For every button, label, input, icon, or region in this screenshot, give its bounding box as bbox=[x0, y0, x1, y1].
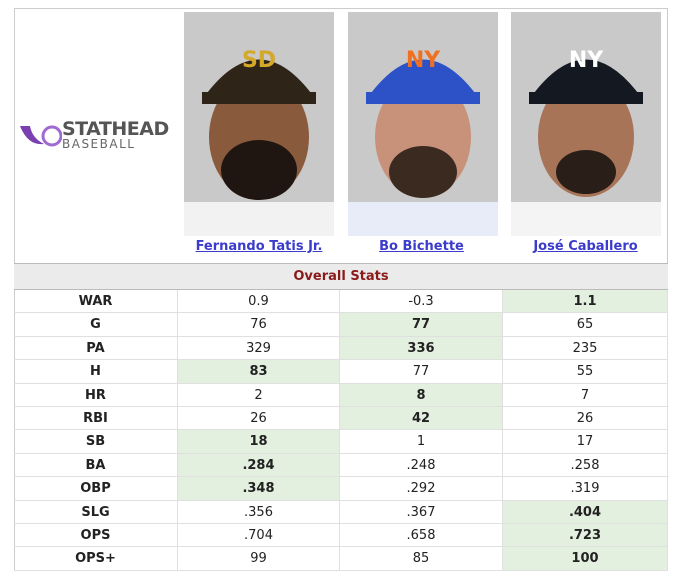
stat-value: 1.1 bbox=[503, 290, 668, 314]
stats-rows: WAR 0.9 -0.3 1.1 G 76 77 65 PA 329 336 235 H 83 77 55 HR… bbox=[14, 290, 668, 571]
stat-value: -0.3 bbox=[340, 290, 503, 314]
stat-row: RBI 26 42 26 bbox=[14, 406, 668, 431]
svg-text:SD: SD bbox=[242, 48, 276, 73]
stat-row: SB 18 1 17 bbox=[14, 430, 668, 454]
stat-row: HR 2 8 7 bbox=[14, 383, 668, 407]
logo-icon bbox=[20, 125, 62, 147]
stat-label: SLG bbox=[14, 500, 178, 524]
player-photo: SD bbox=[184, 12, 334, 236]
logo-title: STATHEAD bbox=[62, 118, 169, 140]
player-photo: NY bbox=[348, 12, 498, 236]
stat-value: 1 bbox=[340, 430, 503, 454]
stat-label: RBI bbox=[14, 406, 178, 431]
stat-row: OPS+ 99 85 100 bbox=[14, 547, 668, 571]
stat-value: .404 bbox=[503, 500, 668, 524]
stat-label: H bbox=[14, 360, 178, 384]
stat-value: 7 bbox=[503, 383, 668, 407]
stat-value: 83 bbox=[178, 360, 340, 384]
player-photo: NY bbox=[511, 12, 661, 236]
stat-value: .248 bbox=[340, 453, 503, 478]
stat-label: BA bbox=[14, 453, 178, 478]
stat-value: 55 bbox=[503, 360, 668, 384]
stat-row: OBP .348.292.319 bbox=[14, 477, 668, 501]
stat-value: 329 bbox=[178, 336, 340, 361]
stat-value: .292 bbox=[340, 477, 503, 501]
svg-text:NY: NY bbox=[406, 48, 441, 73]
logo-subtitle: BASEBALL bbox=[62, 137, 136, 151]
stat-value: .723 bbox=[503, 523, 668, 548]
stat-row: BA .284.248.258 bbox=[14, 453, 668, 478]
stat-row: WAR 0.9 -0.3 1.1 bbox=[14, 290, 668, 314]
stat-value: 26 bbox=[503, 406, 668, 431]
stat-row: G 76 77 65 bbox=[14, 313, 668, 337]
stat-label: OBP bbox=[14, 477, 178, 501]
stat-row: OPS .704.658.723 bbox=[14, 523, 668, 548]
player-name[interactable]: Bo Bichette bbox=[379, 239, 464, 254]
logo[interactable]: STATHEAD BASEBALL bbox=[18, 118, 178, 152]
player-name[interactable]: Fernando Tatis Jr. bbox=[195, 239, 323, 254]
stat-label: WAR bbox=[14, 290, 178, 314]
stat-value: 2 bbox=[178, 383, 340, 407]
stat-row: PA 329 336 235 bbox=[14, 336, 668, 361]
stat-value: 99 bbox=[178, 547, 340, 571]
stat-value: .258 bbox=[503, 453, 668, 478]
stat-label: HR bbox=[14, 383, 178, 407]
stat-value: 336 bbox=[340, 336, 503, 361]
stat-value: 26 bbox=[178, 406, 340, 431]
stat-value: 77 bbox=[340, 360, 503, 384]
stat-value: .704 bbox=[178, 523, 340, 548]
stat-row: H 83 77 55 bbox=[14, 360, 668, 384]
player-name[interactable]: José Caballero bbox=[533, 239, 638, 254]
stat-value: .658 bbox=[340, 523, 503, 548]
stat-value: 65 bbox=[503, 313, 668, 337]
stat-row: SLG .356.367.404 bbox=[14, 500, 668, 524]
stat-label: SB bbox=[14, 430, 178, 454]
stat-value: 77 bbox=[340, 313, 503, 337]
stat-value: 17 bbox=[503, 430, 668, 454]
stat-value: .348 bbox=[178, 477, 340, 501]
stat-label: OPS+ bbox=[14, 547, 178, 571]
stat-label: OPS bbox=[14, 523, 178, 548]
stat-value: 18 bbox=[178, 430, 340, 454]
stat-value: .319 bbox=[503, 477, 668, 501]
stat-value: 76 bbox=[178, 313, 340, 337]
stat-label: G bbox=[14, 313, 178, 337]
svg-text:NY: NY bbox=[569, 48, 604, 73]
stat-value: .367 bbox=[340, 500, 503, 524]
stat-value: .284 bbox=[178, 453, 340, 478]
stat-value: 0.9 bbox=[178, 290, 340, 314]
stat-value: 42 bbox=[340, 406, 503, 431]
stat-value: 100 bbox=[503, 547, 668, 571]
stat-value: 8 bbox=[340, 383, 503, 407]
stat-value: 85 bbox=[340, 547, 503, 571]
stat-label: PA bbox=[14, 336, 178, 361]
stat-value: .356 bbox=[178, 500, 340, 524]
section-header: Overall Stats bbox=[14, 263, 668, 290]
stat-value: 235 bbox=[503, 336, 668, 361]
